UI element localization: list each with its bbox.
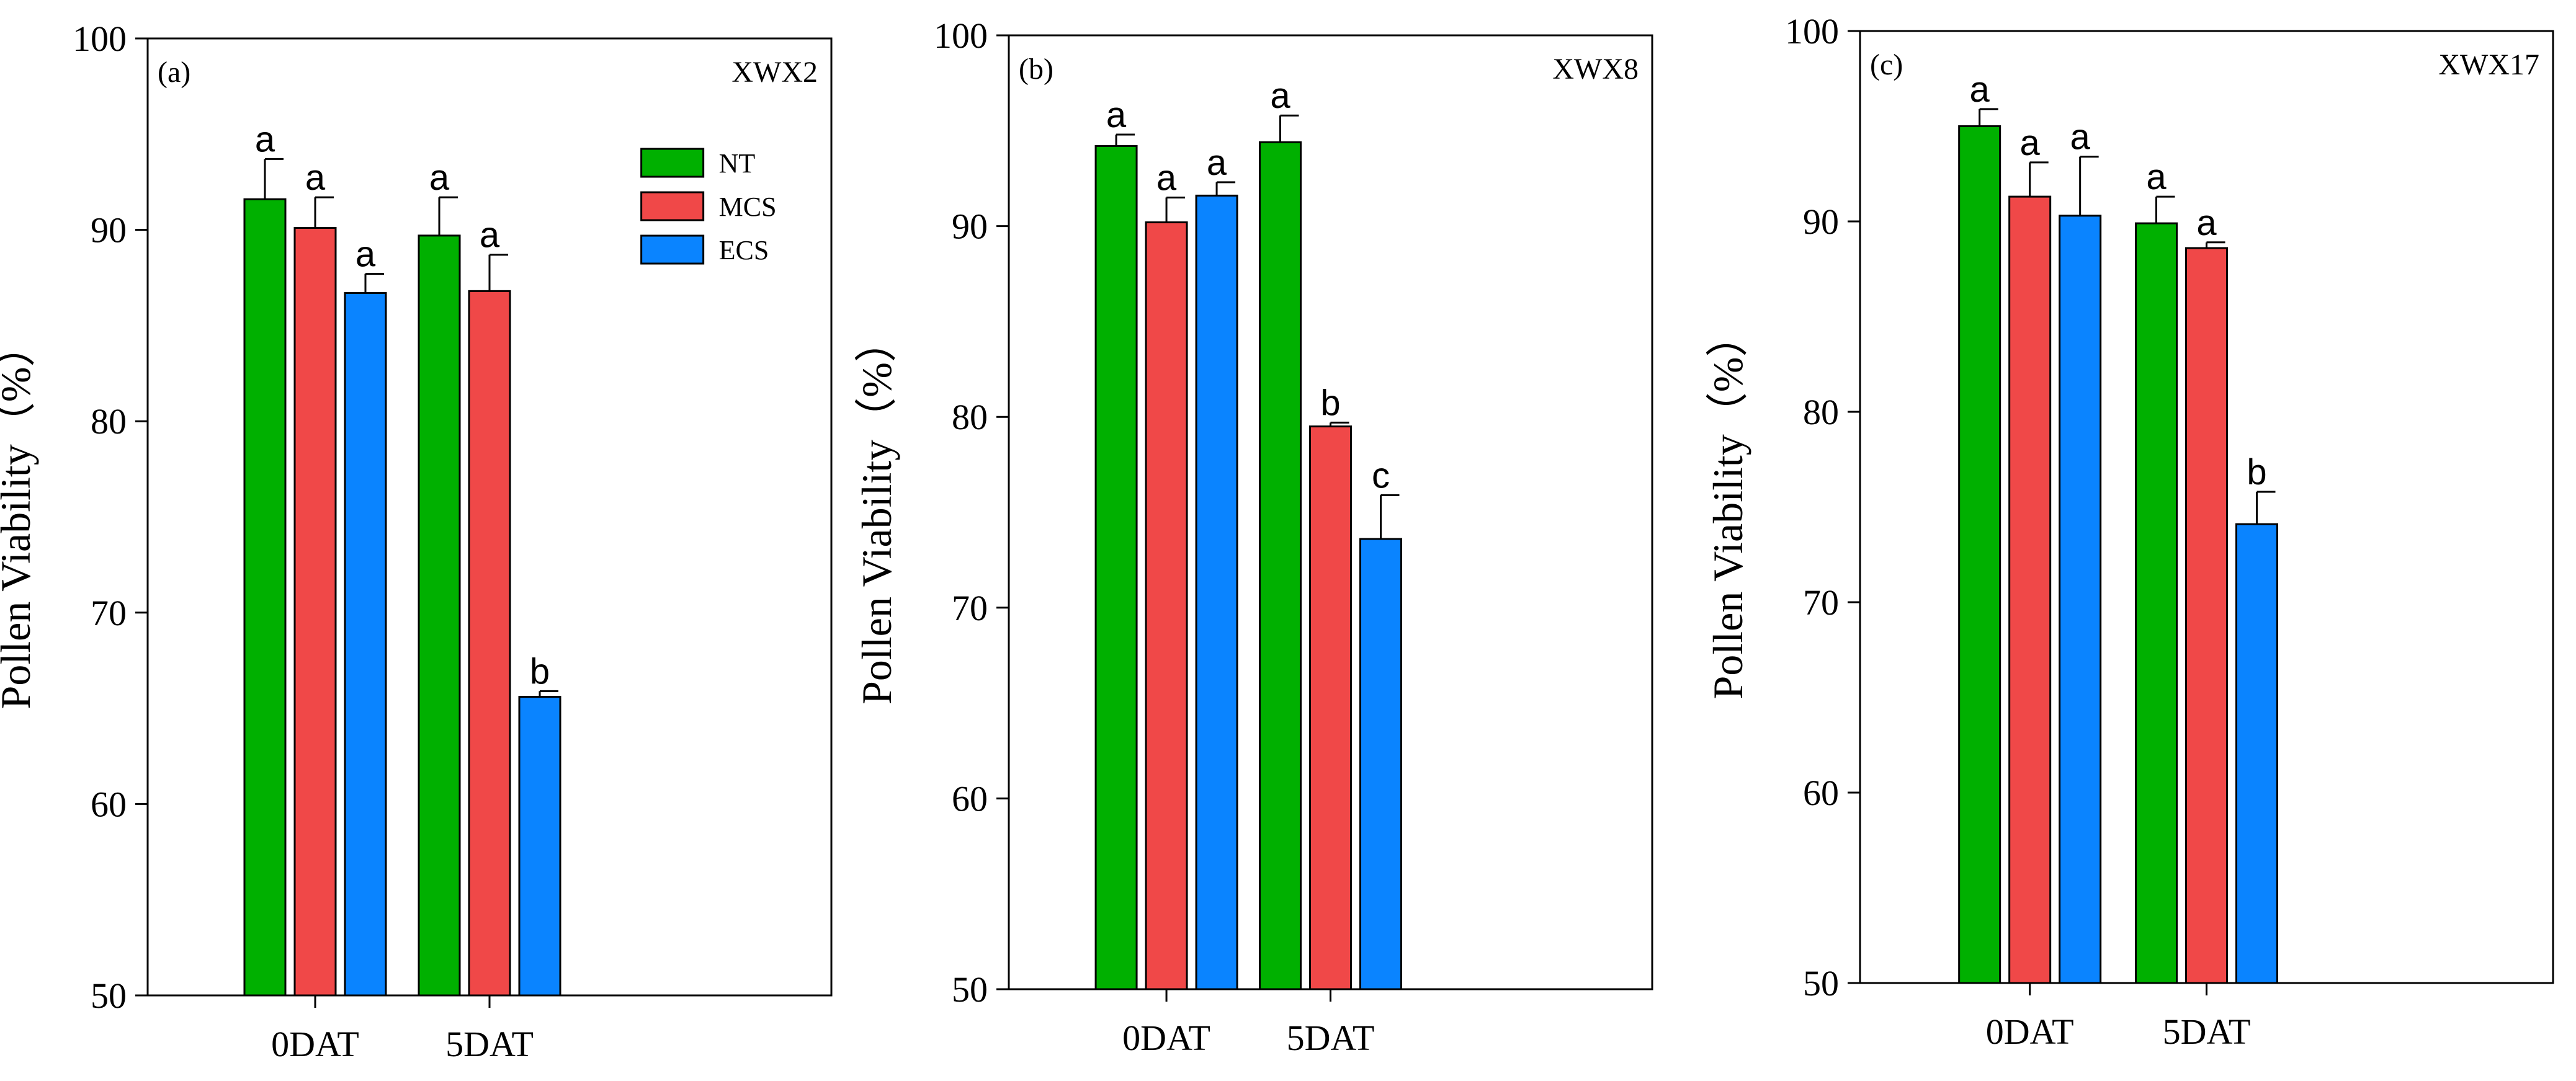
plot-frame: [146, 37, 833, 997]
bar-ecs-5dat: [518, 696, 561, 997]
significance-letter: a: [1207, 143, 1227, 183]
bar-mcs-0dat: [293, 227, 337, 997]
y-axis-title: Pollen Viability（%）: [853, 320, 900, 705]
panel-label: (b): [1019, 53, 1053, 86]
y-tick-label: 80: [1803, 392, 1839, 432]
bar-nt-0dat: [1958, 125, 2001, 984]
bar-mcs-5dat: [1309, 425, 1352, 990]
legend-label-nt: NT: [719, 148, 756, 179]
y-tick-label: 50: [952, 969, 988, 1010]
y-axis-title: Pollen Viability（%）: [1704, 315, 1751, 700]
y-tick-label: 50: [1803, 963, 1839, 1003]
significance-letter: a: [2070, 117, 2091, 158]
bar-mcs-5dat: [468, 290, 511, 997]
significance-letter: a: [1106, 95, 1127, 135]
significance-letter: c: [1372, 455, 1390, 496]
significance-letter: a: [429, 158, 450, 198]
bar-ecs-5dat: [2235, 523, 2278, 984]
y-tick-label: 100: [934, 16, 988, 56]
x-tick-label: 0DAT: [1986, 1012, 2074, 1052]
significance-letter: a: [1270, 76, 1290, 116]
y-tick-label: 90: [952, 207, 988, 247]
y-tick-label: 100: [73, 19, 127, 59]
y-axis-title: Pollen Viability（%）: [0, 325, 39, 710]
bar-nt-5dat: [1259, 141, 1302, 990]
significance-letter: a: [2196, 203, 2217, 243]
chart-title: XWX17: [2438, 48, 2539, 81]
legend-label-ecs: ECS: [719, 235, 769, 265]
bar-nt-5dat: [418, 234, 461, 997]
bar-mcs-0dat: [2008, 195, 2052, 984]
legend-swatch-ecs: [640, 234, 705, 265]
bar-mcs-0dat: [1145, 221, 1188, 990]
significance-letter: a: [356, 234, 376, 275]
y-tick-label: 60: [1803, 773, 1839, 813]
bar-nt-0dat: [1094, 145, 1138, 990]
x-tick-label: 5DAT: [2163, 1012, 2251, 1052]
significance-letter: a: [305, 158, 326, 198]
bar-ecs-5dat: [1359, 538, 1402, 990]
y-tick-label: 50: [91, 976, 127, 1016]
y-tick-label: 60: [952, 778, 988, 819]
significance-letter: a: [255, 119, 275, 159]
bar-nt-0dat: [243, 198, 287, 997]
y-tick-label: 70: [91, 593, 127, 633]
chart-title: XWX2: [731, 56, 818, 89]
x-tick-label: 5DAT: [445, 1024, 534, 1064]
bar-nt-5dat: [2135, 222, 2178, 984]
bar-ecs-0dat: [2059, 215, 2102, 984]
y-tick-label: 70: [952, 588, 988, 628]
legend-label-mcs: MCS: [719, 192, 777, 222]
bar-mcs-5dat: [2185, 247, 2228, 984]
x-tick-label: 0DAT: [1122, 1018, 1210, 1058]
y-tick-label: 70: [1803, 582, 1839, 623]
legend-swatch-mcs: [640, 191, 705, 221]
plot-frame: [1859, 30, 2554, 984]
legend: NT MCS ECS: [640, 148, 777, 265]
panel-label: (c): [1870, 48, 1903, 81]
significance-letter: a: [1970, 69, 1990, 110]
legend-swatch-nt: [640, 148, 705, 178]
x-tick-label: 0DAT: [271, 1024, 359, 1064]
significance-letter: b: [2247, 452, 2266, 492]
significance-letter: b: [530, 651, 550, 692]
x-tick-label: 5DAT: [1287, 1018, 1375, 1058]
plot-frame: [1008, 34, 1653, 990]
significance-letter: a: [2020, 123, 2041, 163]
y-tick-label: 90: [91, 210, 127, 251]
significance-letter: a: [1156, 158, 1177, 198]
chart-title: XWX8: [1552, 53, 1639, 86]
y-tick-label: 60: [91, 784, 127, 824]
panel-label: (a): [158, 56, 190, 89]
significance-letter: b: [1320, 383, 1340, 423]
y-tick-label: 100: [1785, 11, 1839, 51]
y-tick-label: 90: [1803, 202, 1839, 242]
significance-letter: a: [480, 215, 500, 256]
bar-ecs-0dat: [344, 291, 387, 997]
bar-ecs-0dat: [1195, 194, 1238, 990]
y-tick-label: 80: [91, 401, 127, 442]
significance-letter: a: [2146, 157, 2167, 197]
y-tick-label: 80: [952, 397, 988, 437]
